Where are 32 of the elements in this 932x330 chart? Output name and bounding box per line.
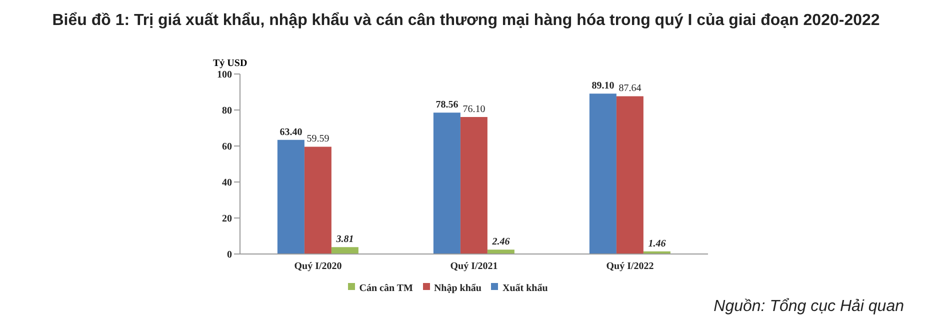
chart-title: Biểu đồ 1: Trị giá xuất khẩu, nhập khẩu và cán cân thương mại hàng hóa trong quý I của giai đoạn 2020-2022 bbox=[51, 11, 881, 30]
y-tick-label: 40 bbox=[222, 178, 232, 189]
data-label: 76.10 bbox=[462, 104, 486, 116]
legend-label: Xuất khẩu bbox=[502, 283, 548, 294]
data-label: 3.81 bbox=[335, 234, 354, 246]
y-axis-title: Tỷ USD bbox=[213, 58, 248, 69]
y-tick-label: 60 bbox=[222, 142, 232, 153]
y-tick-label: 80 bbox=[222, 106, 232, 117]
bar bbox=[331, 247, 358, 254]
y-tick-label: 0 bbox=[227, 250, 232, 261]
x-tick-label: Quý I/2022 bbox=[606, 261, 654, 272]
bar bbox=[460, 117, 488, 254]
legend-label: Nhập khẩu bbox=[434, 283, 482, 294]
bar bbox=[433, 112, 460, 254]
y-tick-label: 100 bbox=[217, 70, 232, 81]
x-tick-label: Quý I/2020 bbox=[294, 261, 342, 272]
text: Nguồn: Tổng cục Hải quan bbox=[714, 298, 904, 316]
bar bbox=[616, 96, 644, 254]
data-label: 59.59 bbox=[306, 134, 330, 145]
data-label: 87.64 bbox=[618, 83, 642, 94]
data-label: 1.46 bbox=[648, 238, 666, 250]
bar bbox=[589, 94, 616, 254]
y-tick-label: 20 bbox=[222, 214, 232, 225]
legend-label: Cán cân TM bbox=[359, 283, 413, 294]
data-label: 63.40 bbox=[280, 126, 302, 138]
x-tick-label: Quý I/2021 bbox=[450, 261, 498, 272]
data-label: 89.10 bbox=[592, 80, 614, 92]
bar bbox=[277, 140, 304, 254]
data-label: 78.56 bbox=[436, 100, 458, 111]
data-label: 2.46 bbox=[491, 236, 510, 248]
bar bbox=[304, 146, 332, 254]
bar bbox=[487, 250, 514, 254]
